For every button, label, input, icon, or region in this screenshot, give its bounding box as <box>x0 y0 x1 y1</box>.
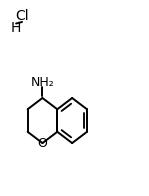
Text: O: O <box>38 137 47 150</box>
Text: NH₂: NH₂ <box>31 76 54 89</box>
Text: Cl: Cl <box>15 9 29 23</box>
Text: H: H <box>11 21 21 35</box>
